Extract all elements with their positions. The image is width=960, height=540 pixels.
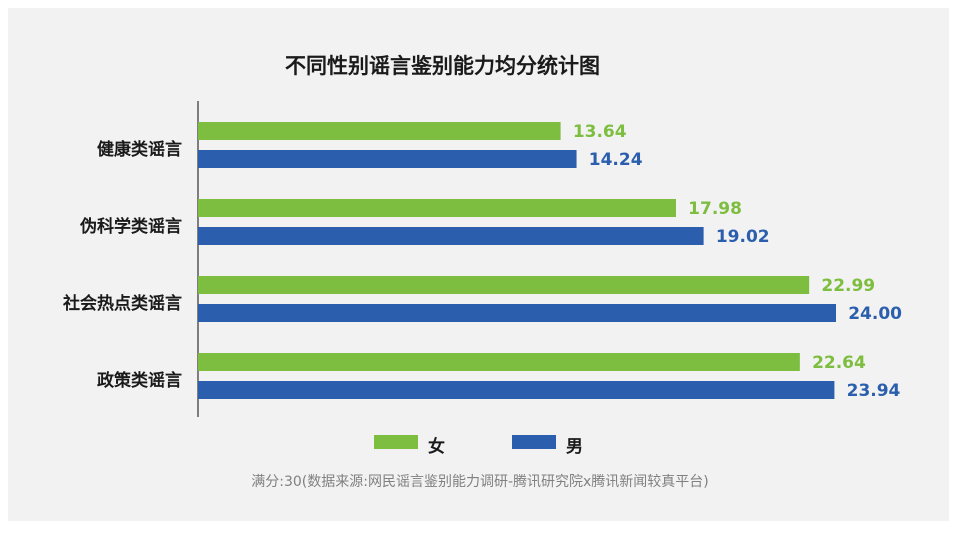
data-label: 22.64 xyxy=(812,353,866,373)
bar-male xyxy=(198,227,704,245)
bar-male xyxy=(198,304,836,322)
legend-label-male: 男 xyxy=(566,437,583,457)
legend-swatch-female xyxy=(374,435,418,449)
data-label: 22.99 xyxy=(821,276,875,296)
data-label: 13.64 xyxy=(573,122,627,142)
category-label: 政策类谣言 xyxy=(97,370,182,391)
bar-female xyxy=(198,276,810,294)
data-label: 19.02 xyxy=(716,227,770,247)
bar-female xyxy=(198,122,561,140)
data-label: 14.24 xyxy=(589,150,643,170)
bar-female xyxy=(198,353,800,371)
chart-panel xyxy=(8,8,949,521)
legend-label-female: 女 xyxy=(428,437,445,457)
data-label: 23.94 xyxy=(847,381,901,401)
category-label: 伪科学类谣言 xyxy=(79,216,182,237)
bar-female xyxy=(198,199,676,217)
bar-male xyxy=(198,381,835,399)
source-note: 满分:30(数据来源:网民谣言鉴别能力调研-腾讯研究院x腾讯新闻较真平台) xyxy=(251,474,709,490)
category-label: 健康类谣言 xyxy=(97,139,182,160)
data-label: 24.00 xyxy=(848,304,902,324)
chart-title: 不同性别谣言鉴别能力均分统计图 xyxy=(285,54,600,78)
bar-male xyxy=(198,150,577,168)
category-label: 社会热点类谣言 xyxy=(62,293,182,314)
legend-swatch-male xyxy=(512,435,556,449)
data-label: 17.98 xyxy=(688,199,742,219)
